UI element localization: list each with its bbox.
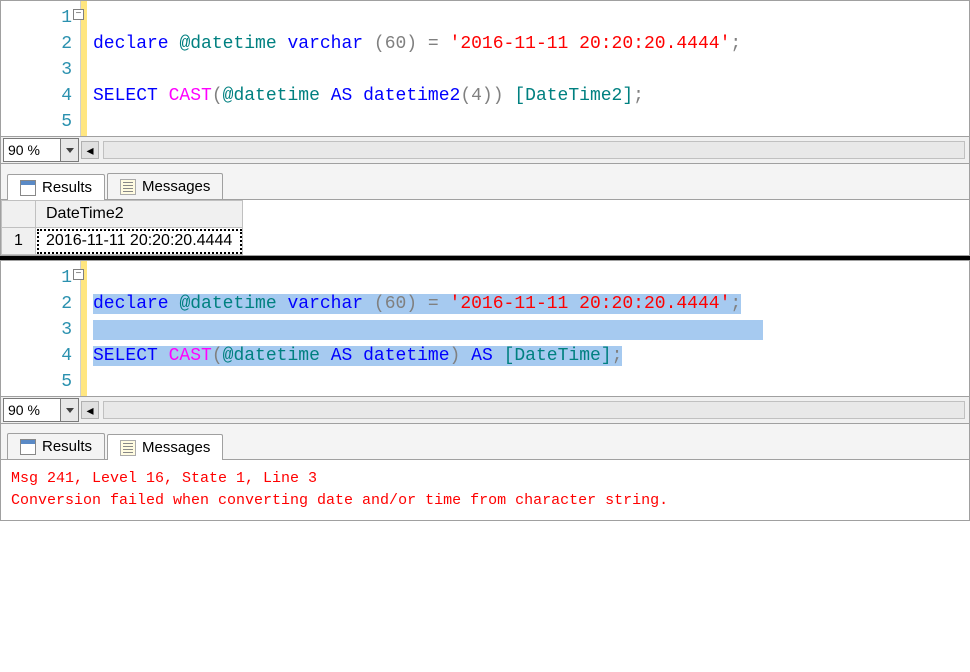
- horizontal-scrollbar[interactable]: [103, 401, 965, 419]
- line-number: 2: [1, 291, 72, 317]
- eq: =: [428, 294, 439, 314]
- kw-declare: declare: [93, 34, 169, 54]
- type-datetime2: datetime2: [363, 86, 460, 106]
- string-literal: '2016-11-11 20:20:20.4444': [450, 294, 731, 314]
- code-text[interactable]: −declare @datetime varchar (60) = '2016-…: [87, 261, 969, 396]
- line-number: 1: [1, 265, 72, 291]
- kw-select: SELECT: [93, 346, 158, 366]
- line-number: 4: [1, 343, 72, 369]
- string-literal: '2016-11-11 20:20:20.4444': [450, 34, 731, 54]
- zoom-combo[interactable]: [3, 398, 79, 422]
- line-number: 5: [1, 369, 72, 395]
- fold-icon[interactable]: −: [73, 269, 84, 280]
- row-number: 1: [2, 228, 36, 255]
- code-text[interactable]: −declare @datetime varchar (60) = '2016-…: [87, 1, 969, 136]
- zoom-input[interactable]: [4, 400, 60, 420]
- query-pane-2: 1 2 3 4 5 −declare @datetime varchar (60…: [0, 260, 970, 521]
- zoom-input[interactable]: [4, 140, 60, 160]
- line-number: 3: [1, 317, 72, 343]
- kw-as: AS: [331, 86, 353, 106]
- error-header: Msg 241, Level 16, State 1, Line 3: [11, 470, 317, 487]
- code-editor-1[interactable]: 1 2 3 4 5 −declare @datetime varchar (60…: [1, 1, 969, 136]
- result-tabs: Results Messages: [1, 164, 969, 200]
- results-grid-icon: [20, 180, 36, 196]
- zoom-combo[interactable]: [3, 138, 79, 162]
- var-name: @datetime: [223, 86, 320, 106]
- zoom-bar: ◂: [1, 396, 969, 424]
- results-grid-icon: [20, 439, 36, 455]
- chevron-down-icon[interactable]: [60, 139, 78, 161]
- tab-results[interactable]: Results: [7, 174, 105, 200]
- results-grid: DateTime2 1 2016-11-11 20:20:20.4444: [1, 200, 969, 255]
- line-number: 3: [1, 57, 72, 83]
- open: (: [212, 346, 223, 366]
- tab-label: Results: [42, 438, 92, 455]
- args: (4)): [460, 86, 514, 106]
- eq: =: [428, 34, 439, 54]
- results-table[interactable]: DateTime2 1 2016-11-11 20:20:20.4444: [1, 200, 243, 255]
- column-header[interactable]: DateTime2: [36, 201, 243, 228]
- semi: ;: [633, 86, 644, 106]
- tab-results[interactable]: Results: [7, 433, 105, 459]
- scroll-left-icon[interactable]: ◂: [81, 401, 99, 419]
- line-gutter: 1 2 3 4 5: [1, 1, 81, 136]
- line-number: 4: [1, 83, 72, 109]
- line-gutter: 1 2 3 4 5: [1, 261, 81, 396]
- semi: ;: [730, 34, 741, 54]
- kw-varchar: varchar: [287, 34, 363, 54]
- scroll-left-icon[interactable]: ◂: [81, 141, 99, 159]
- var-name: @datetime: [179, 294, 276, 314]
- cell-value[interactable]: 2016-11-11 20:20:20.4444: [36, 228, 243, 255]
- messages-icon: [120, 179, 136, 195]
- line-number: 5: [1, 109, 72, 135]
- var-name: @datetime: [179, 34, 276, 54]
- paren: (60): [363, 294, 428, 314]
- line-number: 1: [1, 5, 72, 31]
- semi: ;: [612, 346, 623, 366]
- tab-label: Messages: [142, 178, 210, 195]
- paren: (60): [363, 34, 428, 54]
- tab-messages[interactable]: Messages: [107, 173, 223, 199]
- corner-cell: [2, 201, 36, 228]
- kw-as: AS: [471, 346, 493, 366]
- alias: [DateTime2]: [514, 86, 633, 106]
- tab-label: Results: [42, 179, 92, 196]
- line-number: 2: [1, 31, 72, 57]
- zoom-bar: ◂: [1, 136, 969, 164]
- error-text: Conversion failed when converting date a…: [11, 492, 668, 509]
- fold-icon[interactable]: −: [73, 9, 84, 20]
- kw-select: SELECT: [93, 86, 158, 106]
- kw-as: AS: [331, 346, 353, 366]
- open: (: [212, 86, 223, 106]
- var-name: @datetime: [223, 346, 320, 366]
- code-editor-2[interactable]: 1 2 3 4 5 −declare @datetime varchar (60…: [1, 261, 969, 396]
- semi: ;: [730, 294, 741, 314]
- close: ): [450, 346, 461, 366]
- horizontal-scrollbar[interactable]: [103, 141, 965, 159]
- messages-icon: [120, 440, 136, 456]
- kw-varchar: varchar: [287, 294, 363, 314]
- alias: [DateTime]: [504, 346, 612, 366]
- kw-declare: declare: [93, 294, 169, 314]
- result-tabs: Results Messages: [1, 424, 969, 460]
- type-datetime: datetime: [363, 346, 449, 366]
- query-pane-1: 1 2 3 4 5 −declare @datetime varchar (60…: [0, 0, 970, 256]
- kw-cast: CAST: [169, 86, 212, 106]
- tab-label: Messages: [142, 439, 210, 456]
- table-row[interactable]: 1 2016-11-11 20:20:20.4444: [2, 228, 243, 255]
- chevron-down-icon[interactable]: [60, 399, 78, 421]
- messages-output[interactable]: Msg 241, Level 16, State 1, Line 3 Conve…: [1, 460, 969, 520]
- tab-messages[interactable]: Messages: [107, 434, 223, 460]
- kw-cast: CAST: [169, 346, 212, 366]
